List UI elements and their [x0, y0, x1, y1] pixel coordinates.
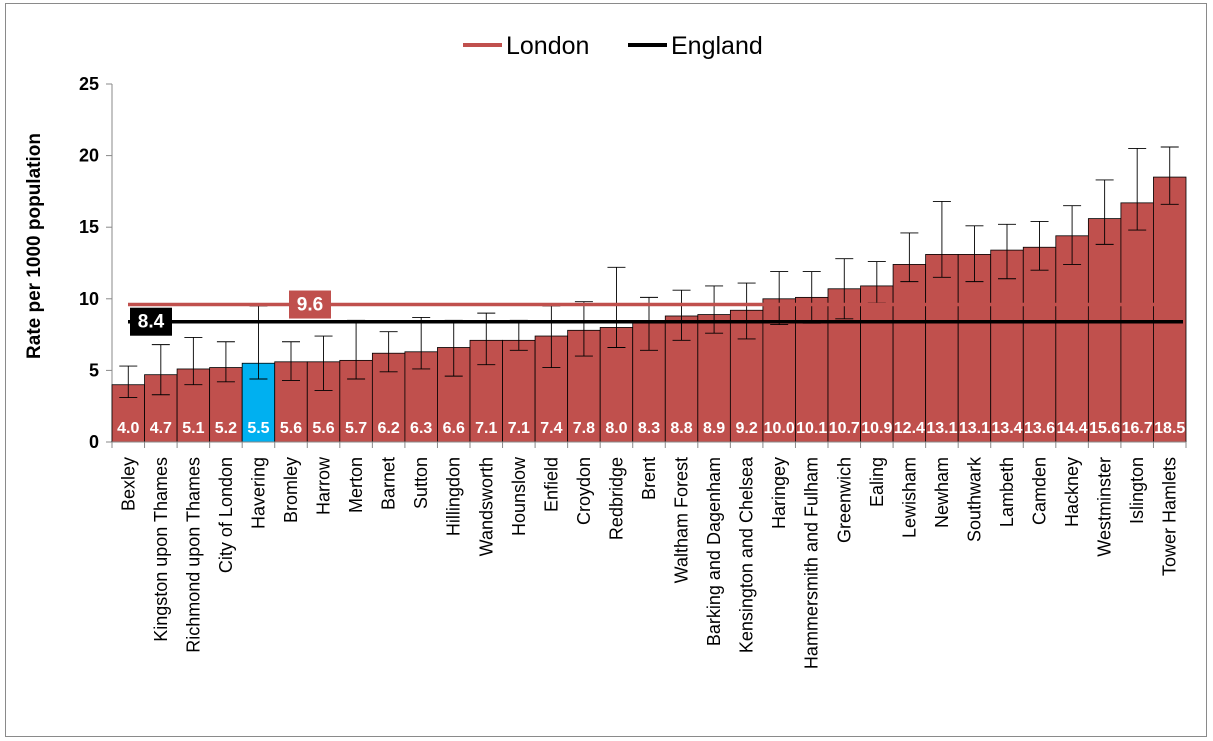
- y-tick-label: 25: [79, 74, 99, 94]
- bar-value-label: 13.1: [959, 420, 990, 437]
- bars: [111, 176, 1187, 443]
- bar-value-label: 16.7: [1122, 420, 1153, 437]
- y-tick-label: 5: [89, 360, 99, 380]
- x-tick-label: Havering: [248, 457, 268, 529]
- bar-value-label: 5.2: [215, 420, 237, 437]
- bar-value-label: 7.1: [508, 420, 530, 437]
- x-tick-label: Waltham Forest: [672, 457, 692, 583]
- reference-lines: 9.6 8.4: [128, 290, 1183, 336]
- bar-value-label: 8.9: [703, 420, 725, 437]
- reference-value-label-england: 8.4: [138, 312, 165, 333]
- bar-value-label: 7.8: [573, 420, 595, 437]
- bar-value-label: 4.0: [117, 420, 139, 437]
- bar-value-label: 10.9: [861, 420, 892, 437]
- bar: [1087, 218, 1122, 443]
- bar-value-label: 4.7: [150, 420, 172, 437]
- reference-label-box-london: [289, 290, 331, 319]
- bar-value-label: 8.0: [605, 420, 627, 437]
- x-axis: Bexley Kingston upon Thames Richmond upon …: [111, 441, 1187, 669]
- legend-england-label: England: [671, 32, 763, 60]
- x-tick-label: City of London: [216, 457, 236, 573]
- x-tick-label: Westminster: [1095, 457, 1115, 557]
- chart-frame: London England Rate per 1000 population …: [5, 3, 1207, 737]
- x-tick-label: Islington: [1127, 457, 1147, 524]
- x-tick-label: Kensington and Chelsea: [737, 456, 757, 653]
- x-tick-label: Bexley: [118, 457, 138, 511]
- x-tick-label: Croydon: [574, 457, 594, 525]
- x-tick-label: Barnet: [379, 457, 399, 510]
- x-tick-label: Lewisham: [899, 457, 919, 538]
- x-tick-label: Southwark: [964, 456, 984, 542]
- bar-value-label: 10.0: [764, 420, 795, 437]
- x-tick-label: Barking and Dagenham: [704, 457, 724, 646]
- reference-label-box-england: [130, 307, 172, 336]
- bar: [892, 264, 927, 443]
- bar: [1153, 176, 1187, 443]
- bar-value-label: 5.6: [312, 420, 334, 437]
- bar-value-label: 10.1: [796, 420, 827, 437]
- x-tick-label: Hackney: [1062, 457, 1082, 527]
- bar-value-label: 10.7: [829, 420, 860, 437]
- bar-value-label: 12.4: [894, 420, 925, 437]
- error-bars: [119, 146, 1179, 399]
- bar-value-label: 5.7: [345, 420, 367, 437]
- x-tick-label: Hammersmith and Fulham: [802, 457, 822, 669]
- bar-value-label: 7.1: [475, 420, 497, 437]
- x-tick-label: Sutton: [411, 457, 431, 509]
- y-axis-label: Rate per 1000 population: [24, 133, 45, 359]
- bar-value-label: 13.4: [991, 420, 1022, 437]
- x-tick-label: Bromley: [281, 457, 301, 523]
- bar-chart: London England Rate per 1000 population …: [24, 32, 1187, 669]
- y-tick-label: 10: [79, 289, 99, 309]
- y-axis: 0 5 10 15 20 25: [79, 74, 113, 452]
- bar-value-label: 5.5: [247, 420, 269, 437]
- bar-value-label: 13.6: [1024, 420, 1055, 437]
- x-tick-label: Hounslow: [509, 456, 529, 536]
- bar-value-label: 18.5: [1154, 420, 1185, 437]
- bar-value-label: 14.4: [1057, 420, 1088, 437]
- x-tick-label: Newham: [932, 457, 952, 528]
- legend-london-label: London: [506, 32, 589, 60]
- bar: [697, 314, 731, 443]
- x-tick-label: Greenwich: [834, 457, 854, 543]
- bar-value-label: 13.1: [926, 420, 957, 437]
- x-tick-label: Camden: [1030, 457, 1050, 525]
- bar-value-label: 7.4: [540, 420, 562, 437]
- x-tick-label: Enfield: [541, 457, 561, 512]
- bar-value-label: 5.6: [280, 420, 302, 437]
- bar-value-label: 6.3: [410, 420, 432, 437]
- x-tick-label: Kingston upon Thames: [151, 457, 171, 642]
- bar-value-labels: 4.0 4.7 5.1 5.2 5.5 5.6 5.6 5.7 6.2 6.3 6.6 7.1 7.1 7…: [117, 420, 1185, 437]
- bar-value-label: 6.2: [378, 420, 400, 437]
- bar: [990, 249, 1024, 443]
- bar-value-label: 5.1: [182, 420, 204, 437]
- bar-value-label: 8.8: [670, 420, 692, 437]
- bar-value-label: 6.6: [443, 420, 465, 437]
- y-tick-label: 0: [89, 432, 99, 452]
- x-tick-label: Tower Hamlets: [1160, 457, 1180, 576]
- x-tick-label: Hillingdon: [444, 457, 464, 536]
- y-tick-label: 15: [79, 217, 99, 237]
- x-tick-label: Brent: [639, 457, 659, 500]
- reference-value-label-london: 9.6: [297, 295, 323, 316]
- bar: [1055, 235, 1089, 443]
- bar-value-label: 9.2: [736, 420, 758, 437]
- x-tick-label: Harrow: [314, 456, 334, 515]
- bar: [957, 254, 992, 443]
- x-tick-label: Merton: [346, 457, 366, 513]
- x-tick-label: Redbridge: [606, 457, 626, 540]
- bar-value-label: 8.3: [638, 420, 660, 437]
- x-tick-label: Richmond upon Thames: [183, 457, 203, 653]
- bar-value-label: 15.6: [1089, 420, 1120, 437]
- bar: [1022, 246, 1057, 443]
- x-tick-label: Lambeth: [997, 457, 1017, 527]
- y-tick-label: 20: [79, 146, 99, 166]
- x-tick-label: Wandsworth: [476, 457, 496, 556]
- bar: [925, 254, 959, 443]
- bar: [860, 285, 894, 443]
- legend: London England: [463, 32, 763, 60]
- x-tick-label: Haringey: [769, 457, 789, 529]
- x-tick-label: Ealing: [867, 457, 887, 507]
